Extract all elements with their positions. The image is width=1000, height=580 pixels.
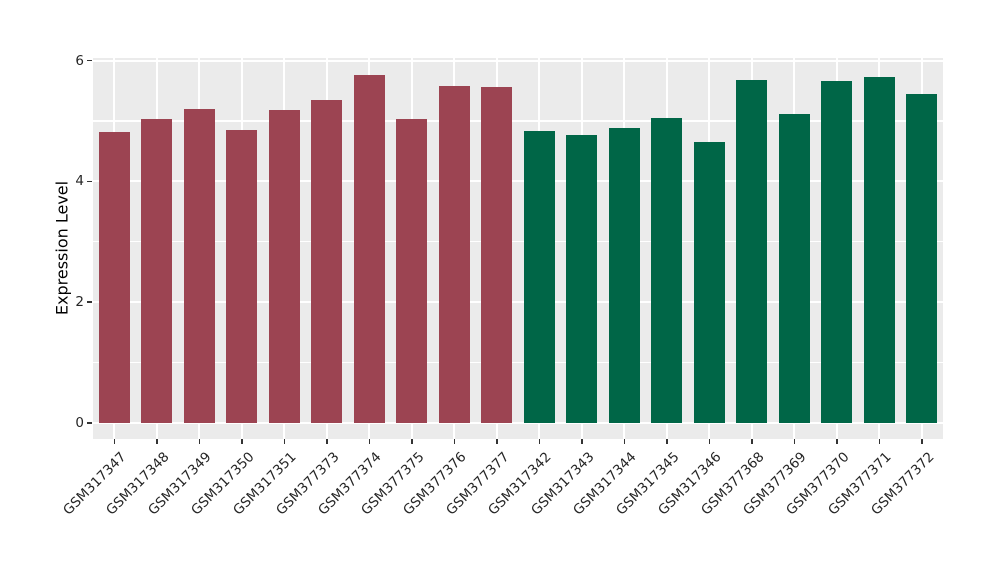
x-tick-GSM317342 [538, 439, 540, 444]
x-tick-GSM317349 [198, 439, 200, 444]
y-tick-2 [87, 301, 92, 303]
major-gridline-y2 [93, 301, 943, 304]
major-gridline-y4 [93, 180, 943, 183]
bar-GSM317351 [268, 109, 300, 423]
bar-GSM317348 [141, 118, 173, 423]
x-tick-GSM317343 [581, 439, 583, 444]
x-tick-GSM377372 [921, 439, 923, 444]
x-tick-GSM317346 [708, 439, 710, 444]
x-tick-GSM317350 [241, 439, 243, 444]
x-tick-GSM317347 [113, 439, 115, 444]
y-tick-label-2: 2 [75, 294, 84, 311]
x-tick-GSM377377 [496, 439, 498, 444]
x-tick-GSM377376 [453, 439, 455, 444]
x-tick-GSM317345 [666, 439, 668, 444]
bar-GSM377369 [778, 113, 810, 423]
bar-GSM317350 [226, 130, 258, 423]
x-tick-GSM377368 [751, 439, 753, 444]
bar-GSM317344 [608, 127, 640, 423]
y-tick-label-0: 0 [75, 415, 84, 431]
y-axis-title: Expression Level [52, 180, 72, 316]
bar-GSM317342 [523, 130, 555, 423]
major-gridline-y6 [93, 59, 943, 62]
bar-GSM377377 [481, 87, 513, 423]
x-tick-GSM377371 [878, 439, 880, 444]
x-tick-GSM377370 [836, 439, 838, 444]
y-tick-0 [87, 422, 92, 424]
minor-gridline-y1 [93, 362, 943, 364]
y-tick-label-4: 4 [75, 173, 84, 190]
y-tick-label-6: 6 [75, 52, 84, 69]
x-tick-GSM377373 [326, 439, 328, 444]
bar-GSM377375 [396, 119, 428, 423]
x-tick-GSM317348 [156, 439, 158, 444]
bar-GSM377371 [863, 76, 895, 423]
bar-GSM377372 [906, 94, 938, 423]
bar-GSM377373 [311, 100, 343, 423]
bar-GSM377370 [821, 81, 853, 423]
minor-gridline-y3 [93, 241, 943, 243]
bar-GSM317346 [693, 142, 725, 423]
plot-panel [93, 58, 943, 439]
bar-GSM317345 [651, 117, 683, 423]
x-tick-GSM377369 [793, 439, 795, 444]
major-gridline-y0 [93, 422, 943, 424]
bar-GSM377376 [438, 85, 470, 423]
minor-gridline-y5 [93, 120, 943, 122]
bar-GSM377374 [353, 75, 385, 423]
bar-GSM317343 [566, 134, 598, 423]
bar-GSM317347 [98, 131, 130, 423]
x-tick-GSM377375 [411, 439, 413, 444]
x-tick-GSM317351 [283, 439, 285, 444]
bar-GSM377368 [736, 79, 768, 423]
x-tick-GSM377374 [368, 439, 370, 444]
bar-GSM317349 [183, 108, 215, 423]
x-tick-GSM317344 [623, 439, 625, 444]
y-tick-6 [87, 59, 92, 62]
y-tick-4 [87, 180, 92, 183]
